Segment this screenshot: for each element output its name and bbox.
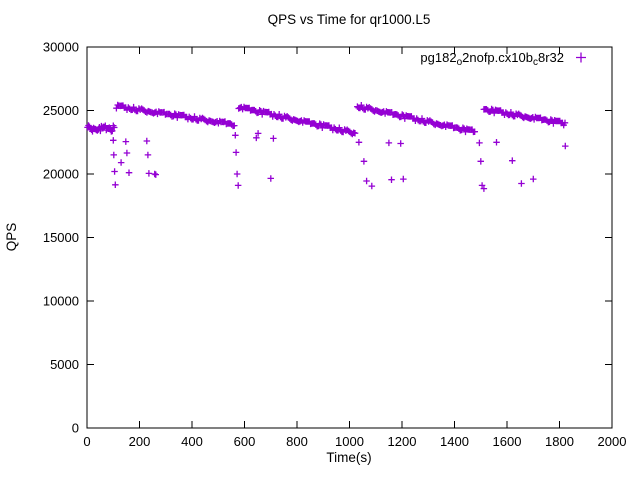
y-tick-label: 20000 xyxy=(43,167,79,182)
data-points xyxy=(84,101,569,192)
y-axis-label: QPS xyxy=(4,223,19,252)
x-tick-label: 800 xyxy=(286,434,308,449)
legend-label-subscript: o xyxy=(457,57,463,68)
y-tick-label: 15000 xyxy=(43,230,79,245)
x-tick-label: 2000 xyxy=(598,434,627,449)
legend-label-part: pg182 xyxy=(420,50,456,65)
y-tick-label: 25000 xyxy=(43,103,79,118)
x-tick-label: 400 xyxy=(181,434,203,449)
legend: pg182o2nofp.cx10bc8r32 xyxy=(420,50,586,68)
x-tick-label: 1000 xyxy=(335,434,364,449)
legend-label-part: 8r32 xyxy=(538,50,564,65)
x-tick-label: 1200 xyxy=(388,434,417,449)
x-tick-label: 0 xyxy=(83,434,90,449)
x-tick-label: 1400 xyxy=(440,434,469,449)
x-tick-label: 200 xyxy=(129,434,151,449)
y-tick-label: 0 xyxy=(72,421,79,436)
y-tick-label: 30000 xyxy=(43,40,79,55)
y-tick-label: 10000 xyxy=(43,294,79,309)
plot-border xyxy=(86,46,613,429)
chart-title: QPS vs Time for qr1000.L5 xyxy=(268,12,431,27)
x-tick-label: 1800 xyxy=(545,434,574,449)
legend-label-subscript: c xyxy=(533,57,538,68)
x-axis-label: Time(s) xyxy=(326,450,371,465)
y-tick-label: 5000 xyxy=(50,357,79,372)
legend-label-part: 2nofp.cx10b xyxy=(462,50,533,65)
ticks-layer: 0 200 400 600 800 1000 1200 1400 1600 1800 2000050… xyxy=(43,40,627,450)
x-tick-label: 600 xyxy=(234,434,256,449)
legend-marker-plus-icon xyxy=(576,52,586,63)
x-tick-label: 1600 xyxy=(493,434,522,449)
legend-label: pg182o2nofp.cx10bc8r32 xyxy=(420,50,564,68)
